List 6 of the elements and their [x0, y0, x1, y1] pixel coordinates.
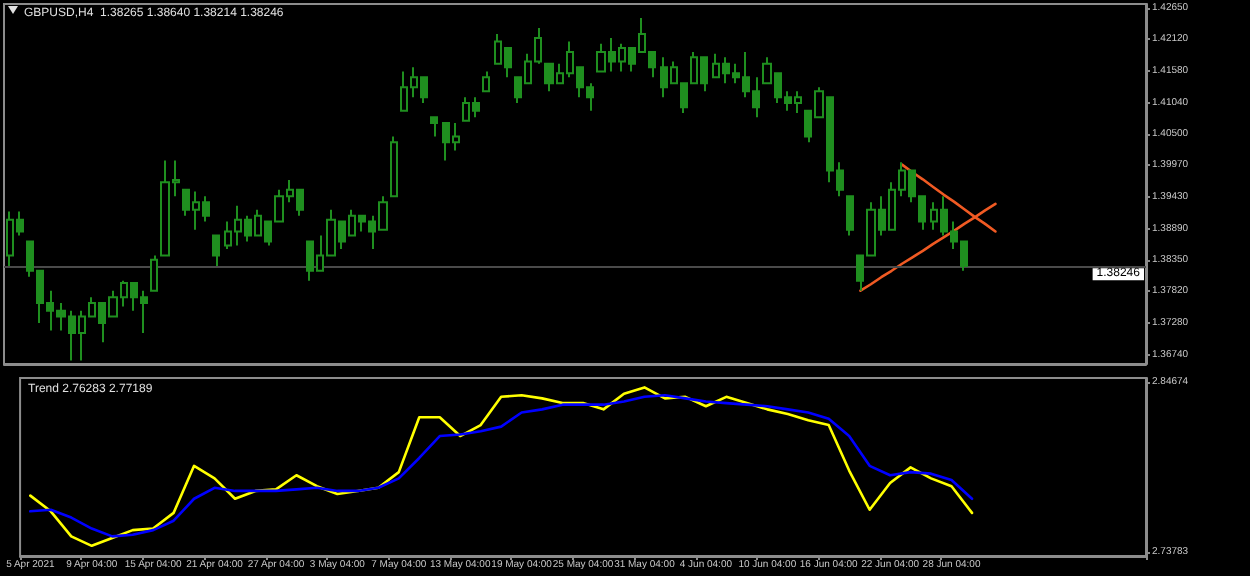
candlestick: [482, 70, 490, 93]
candlestick: [212, 234, 220, 268]
candlestick: [430, 116, 438, 138]
candlestick: [846, 195, 854, 237]
candlestick: [390, 135, 398, 198]
candlestick: [150, 254, 158, 292]
